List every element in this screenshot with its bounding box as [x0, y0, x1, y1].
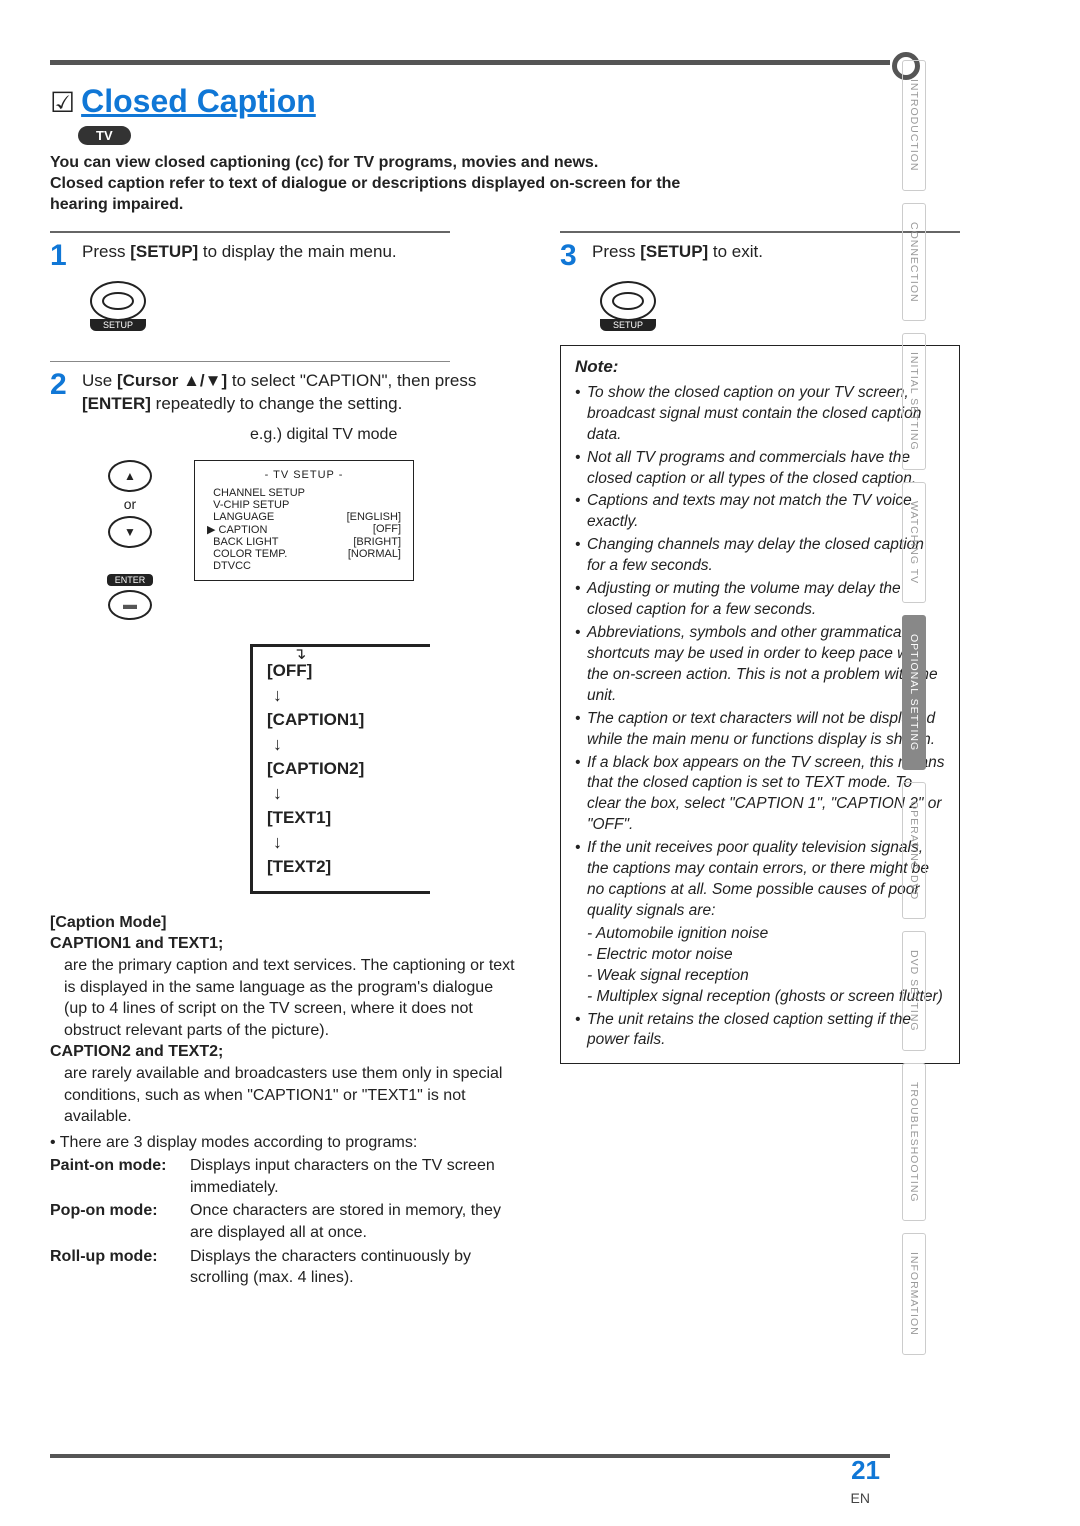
setup-button-graphic: SETUP — [90, 281, 150, 331]
note-box: Note: To show the closed caption on your… — [560, 345, 960, 1065]
caption-mode-section: [Caption Mode] CAPTION1 and TEXT1; are t… — [50, 912, 520, 1289]
cycle-option: [OFF] — [267, 661, 430, 681]
top-rule — [50, 60, 890, 65]
cycle-option: [TEXT1] — [267, 808, 430, 828]
menu-row: COLOR TEMP.[NORMAL] — [207, 548, 401, 560]
step-3-text: Press [SETUP] to exit. — [592, 241, 1030, 271]
left-column: 1 Press [SETUP] to display the main menu… — [50, 215, 520, 1288]
setup-label: SETUP — [600, 319, 656, 331]
step-number: 3 — [560, 241, 582, 271]
cycle-option: [CAPTION1] — [267, 710, 430, 730]
side-tab[interactable]: OPERATING DVD — [902, 782, 926, 919]
page-number: 21 — [851, 1455, 880, 1486]
note-item: The unit retains the closed caption sett… — [575, 1010, 945, 1052]
mode-row: Paint-on mode:Displays input characters … — [50, 1155, 520, 1198]
note-subitem: - Multiplex signal reception (ghosts or … — [575, 987, 945, 1008]
menu-row: ▶ CAPTION[OFF] — [207, 523, 401, 536]
example-label: e.g.) digital TV mode — [250, 426, 520, 444]
note-item: To show the closed caption on your TV sc… — [575, 383, 945, 446]
note-item: The caption or text characters will not … — [575, 709, 945, 751]
note-item: If the unit receives poor quality televi… — [575, 838, 945, 922]
note-item: Abbreviations, symbols and other grammat… — [575, 623, 945, 707]
side-tab[interactable]: WATCHING TV — [902, 482, 926, 603]
section-title: Closed Caption — [81, 83, 316, 120]
display-modes-table: Paint-on mode:Displays input characters … — [50, 1155, 520, 1289]
arrow-down-icon: ↓ — [273, 734, 430, 755]
side-tab[interactable]: TROUBLESHOOTING — [902, 1063, 926, 1222]
step-number: 1 — [50, 241, 72, 271]
remote-buttons: or ENTER — [90, 460, 170, 620]
right-column: 3 Press [SETUP] to exit. SETUP Note: To … — [560, 215, 1030, 1288]
enter-label: ENTER — [107, 574, 154, 586]
note-subitem: - Automobile ignition noise — [575, 924, 945, 945]
note-item: Captions and texts may not match the TV … — [575, 491, 945, 533]
note-item: If a black box appears on the TV screen,… — [575, 753, 945, 837]
side-tab[interactable]: INITIAL SETTING — [902, 333, 926, 470]
menu-row: V-CHIP SETUP — [207, 499, 401, 511]
arrow-down-icon: ↴ — [293, 644, 306, 664]
note-subitem: - Weak signal reception — [575, 966, 945, 987]
enter-button-icon — [108, 590, 152, 620]
side-tab[interactable]: DVD SETTING — [902, 931, 926, 1051]
tv-setup-menu: - TV SETUP - CHANNEL SETUP V-CHIP SETUP … — [194, 460, 414, 581]
step-3: 3 Press [SETUP] to exit. — [560, 241, 1030, 271]
caption1-heading: CAPTION1 and TEXT1; — [50, 935, 223, 952]
note-subitem: - Electric motor noise — [575, 945, 945, 966]
tv-badge: TV — [78, 126, 131, 145]
side-tab[interactable]: OPTIONAL SETTING — [902, 615, 926, 770]
cursor-up-icon — [108, 460, 152, 492]
side-navigation: INTRODUCTION CONNECTION INITIAL SETTING WAT… — [902, 60, 926, 1355]
arrow-down-icon: ↓ — [273, 685, 430, 706]
menu-title: - TV SETUP - — [207, 469, 401, 481]
side-tab[interactable]: INTRODUCTION — [902, 60, 926, 191]
caption-mode-heading: [Caption Mode] — [50, 914, 166, 931]
bottom-rule — [50, 1454, 890, 1458]
step-number: 2 — [50, 370, 72, 416]
language-code: EN — [851, 1490, 870, 1506]
cursor-down-icon — [108, 516, 152, 548]
intro-line2: Closed caption refer to text of dialogue… — [50, 175, 680, 213]
caption-cycle: ↴ [OFF] ↓ [CAPTION1] ↓ [CAPTION2] ↓ [TEXT1] ↓ [T… — [250, 644, 520, 894]
or-label: or — [124, 496, 136, 512]
side-tab[interactable]: INFORMATION — [902, 1233, 926, 1355]
note-item: Not all TV programs and commercials have… — [575, 448, 945, 490]
step-1-text: Press [SETUP] to display the main menu. — [82, 241, 520, 271]
intro-text: You can view closed captioning (cc) for … — [50, 153, 690, 215]
note-item: Adjusting or muting the volume may delay… — [575, 579, 945, 621]
setup-label: SETUP — [90, 319, 146, 331]
checkbox-icon: ☑ — [50, 86, 75, 119]
step-2-text: Use [Cursor ▲/▼] to select "CAPTION", th… — [82, 370, 520, 416]
menu-row: DTVCC — [207, 560, 401, 572]
note-item: Changing channels may delay the closed c… — [575, 535, 945, 577]
setup-button-graphic: SETUP — [600, 281, 660, 331]
caption1-desc: are the primary caption and text service… — [50, 955, 520, 1041]
step-1: 1 Press [SETUP] to display the main menu… — [50, 241, 520, 271]
step-2: 2 Use [Cursor ▲/▼] to select "CAPTION", … — [50, 370, 520, 416]
arrow-down-icon: ↓ — [273, 783, 430, 804]
note-heading: Note: — [575, 356, 945, 379]
menu-row: CHANNEL SETUP — [207, 487, 401, 499]
title-row: ☑ Closed Caption — [50, 83, 1030, 120]
cycle-option: [CAPTION2] — [267, 759, 430, 779]
mode-row: Pop-on mode:Once characters are stored i… — [50, 1200, 520, 1243]
side-tab[interactable]: CONNECTION — [902, 203, 926, 322]
modes-intro: There are 3 display modes according to p… — [60, 1134, 418, 1151]
menu-row: LANGUAGE[ENGLISH] — [207, 511, 401, 523]
caption2-heading: CAPTION2 and TEXT2; — [50, 1043, 223, 1060]
mode-row: Roll-up mode:Displays the characters con… — [50, 1246, 520, 1289]
caption2-desc: are rarely available and broadcasters us… — [50, 1063, 520, 1128]
cycle-option: [TEXT2] — [267, 857, 430, 877]
menu-row: BACK LIGHT[BRIGHT] — [207, 536, 401, 548]
manual-page: ☑ Closed Caption TV You can view closed … — [0, 0, 1080, 1526]
intro-line1: You can view closed captioning (cc) for … — [50, 154, 598, 171]
arrow-down-icon: ↓ — [273, 832, 430, 853]
